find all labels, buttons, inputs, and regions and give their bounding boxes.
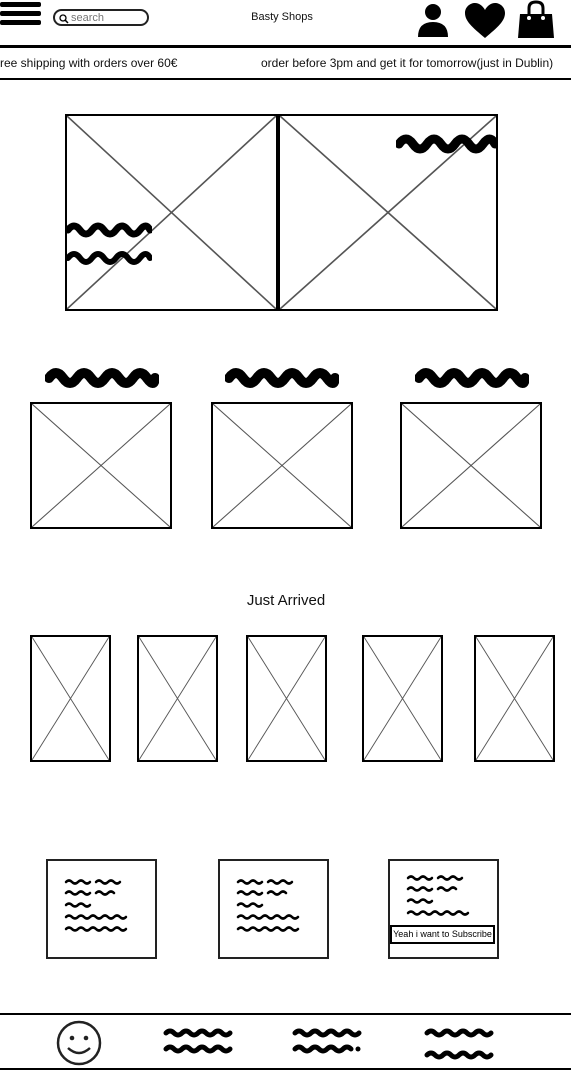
category-label-scribble	[225, 368, 339, 388]
hamburger-icon-bar	[0, 2, 41, 7]
product-image[interactable]	[362, 635, 443, 762]
category-label-scribble	[45, 368, 159, 388]
smiley-icon[interactable]	[55, 1020, 103, 1066]
just-arrived-title: Just Arrived	[246, 592, 326, 609]
hero-caption-scribble	[396, 134, 498, 154]
info-card	[46, 859, 157, 959]
search-box[interactable]	[53, 9, 149, 26]
product-image[interactable]	[30, 635, 111, 762]
footer-bottom-rule	[0, 1068, 571, 1070]
product-image[interactable]	[246, 635, 327, 762]
menu-button[interactable]	[0, 2, 41, 34]
brand-title: Basty Shops	[251, 11, 313, 23]
product-image[interactable]	[137, 635, 218, 762]
hero-image-left[interactable]	[65, 114, 278, 311]
card-text-scribble	[406, 875, 470, 916]
hero-image-right[interactable]	[278, 114, 498, 311]
banner-divider	[0, 78, 571, 80]
search-input[interactable]	[71, 11, 145, 24]
promo-banner: ree shipping with orders over 60€ order …	[0, 49, 571, 77]
card-text-scribble	[64, 879, 128, 932]
subscribe-button[interactable]: Yeah i want to Subscribe	[390, 925, 495, 944]
shopping-bag-icon[interactable]	[517, 0, 555, 40]
card-text-scribble	[236, 879, 300, 932]
subscribe-card	[388, 859, 499, 959]
header-divider	[0, 45, 571, 48]
hamburger-icon-bar	[0, 11, 41, 16]
info-card	[218, 859, 329, 959]
heart-icon[interactable]	[464, 3, 506, 39]
hero-caption-scribble	[66, 222, 152, 265]
promo-message: order before 3pm and get it for tomorrow…	[261, 56, 554, 70]
category-image[interactable]	[400, 402, 542, 529]
hamburger-icon-bar	[0, 20, 41, 25]
user-icon[interactable]	[416, 2, 450, 38]
category-image[interactable]	[30, 402, 172, 529]
footer-link-scribble[interactable]	[424, 1027, 498, 1063]
search-icon	[59, 14, 69, 24]
footer-link-scribble[interactable]	[292, 1027, 366, 1057]
category-label-scribble	[415, 368, 529, 388]
category-image[interactable]	[211, 402, 353, 529]
footer-divider	[0, 1013, 571, 1015]
footer-link-scribble[interactable]	[163, 1027, 237, 1057]
promo-message: ree shipping with orders over 60€	[0, 56, 178, 70]
product-image[interactable]	[474, 635, 555, 762]
